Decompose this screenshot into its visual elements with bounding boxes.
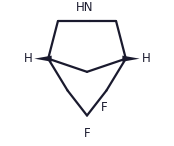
- Polygon shape: [34, 56, 52, 62]
- Text: HN: HN: [76, 1, 93, 14]
- Text: H: H: [142, 52, 151, 65]
- Text: F: F: [84, 127, 90, 140]
- Text: F: F: [101, 101, 108, 114]
- Polygon shape: [122, 56, 140, 62]
- Text: H: H: [23, 52, 32, 65]
